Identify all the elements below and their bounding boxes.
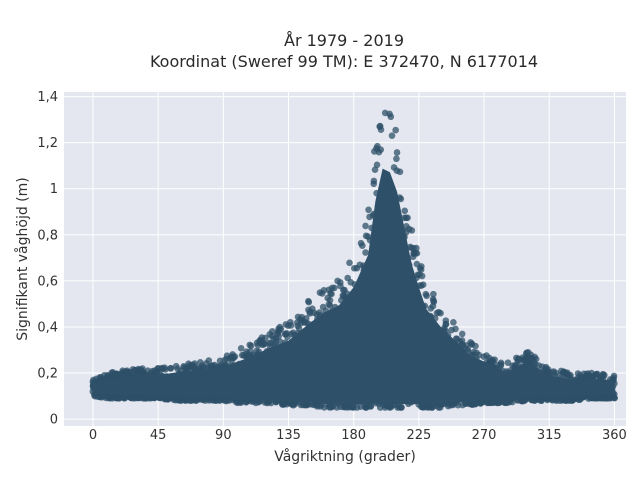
x-tick-labels: 0 45 90 135 180 225 270 315 360 [89,428,627,443]
scatter-point [295,325,303,332]
scatter-point [367,402,375,410]
scatter-point [277,325,285,333]
scatter-point [404,214,411,222]
y-axis-title: Signifikant våghöjd (m) [14,177,31,340]
y-tick-label: 1,2 [37,136,58,151]
scatter-point [365,206,372,214]
scatter-point [419,281,427,288]
scatter-point [328,290,335,298]
scatter-point [397,195,405,203]
scatter-point [362,222,369,230]
chart-title-line-1: År 1979 - 2019 [284,31,404,50]
scatter-point [231,353,239,360]
scatter-point [262,334,269,342]
scatter-point [287,322,295,329]
scatter-point [396,168,404,176]
scatter-point [377,146,385,153]
scatter-point [454,401,462,409]
scatter-point [393,155,400,163]
scatter-point [205,357,213,364]
scatter-point [326,296,334,304]
scatter-point [430,290,437,298]
scatter-point [362,249,369,256]
scatter-point [418,272,426,280]
scatter-point [331,284,338,292]
scatter-point [398,404,405,411]
y-tick-label: 0 [50,413,58,428]
chart-title-line-2: Koordinat (Sweref 99 TM): E 372470, N 61… [150,52,538,71]
scatter-point [423,292,430,300]
scatter-point [377,126,385,133]
x-tick-label: 135 [276,428,301,443]
scatter-point [305,297,312,305]
x-tick-label: 0 [89,428,97,443]
y-tick-label: 0,4 [37,320,58,335]
y-tick-label: 0,8 [37,228,58,243]
scatter-point [437,309,444,317]
scatter-point [413,249,421,257]
scatter-point [601,371,608,379]
scatter-point [392,126,399,134]
x-tick-label: 90 [215,428,232,443]
scatter-point [302,315,310,322]
scatter-point [269,328,276,335]
scatter-point [370,180,378,188]
scatter-point [610,372,618,380]
y-tick-label: 0,2 [37,367,58,382]
scatter-point [387,113,395,121]
scatter-density-fill [92,168,615,405]
scatter-point [162,366,169,373]
scatter-point [247,342,255,350]
scatter-point [504,359,512,367]
scatter-point [237,345,245,352]
scatter-point [346,259,353,267]
scatter-point [458,330,466,338]
y-tick-label: 1 [50,182,58,197]
scatter-point [491,356,498,363]
scatter-point [393,149,401,156]
x-tick-label: 180 [341,428,366,443]
scatter-point [337,279,344,286]
scatter-point [430,298,438,306]
scatter-point [373,161,381,169]
scatter-point [532,355,540,363]
x-tick-label: 315 [537,428,562,443]
scatter-point [497,359,505,367]
scatter-point [452,325,459,333]
scatter-point [260,340,268,348]
scatter-points [89,109,619,411]
scatter-point [326,302,334,309]
scatter-point [442,321,450,328]
scatter-point [167,364,175,372]
x-tick-label: 225 [406,428,431,443]
x-axis-title: Vågriktning (grader) [274,448,416,465]
scatter-point [418,263,425,270]
y-tick-labels: 0 0,2 0,4 0,6 0,8 1 1,2 1,4 [37,90,58,427]
scatter-point [610,394,618,402]
x-tick-label: 270 [472,428,497,443]
x-tick-label: 45 [150,428,167,443]
x-tick-label: 360 [602,428,627,443]
y-tick-label: 0,6 [37,274,58,289]
y-tick-label: 1,4 [37,90,58,105]
scatter-point [450,318,457,326]
scatter-point [359,242,366,249]
scatter-point [401,207,409,215]
scatter-point [275,333,282,340]
scatter-point [388,132,396,139]
scatter-point [413,244,420,252]
scatter-point [408,227,416,234]
scatter-point [320,286,328,294]
scatter-point [552,369,559,377]
scatter-point [472,342,479,350]
